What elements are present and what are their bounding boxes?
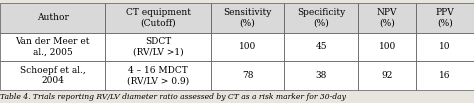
Bar bbox=[358, 61, 416, 90]
Bar bbox=[105, 61, 210, 90]
Text: 4 – 16 MDCT
(RV/LV > 0.9): 4 – 16 MDCT (RV/LV > 0.9) bbox=[127, 66, 189, 85]
Bar bbox=[105, 3, 210, 33]
Bar bbox=[358, 33, 416, 61]
Text: 38: 38 bbox=[316, 71, 327, 80]
Text: 100: 100 bbox=[239, 42, 256, 51]
Text: Table 4. Trials reporting RV/LV diameter ratio assessed by CT as a risk marker f: Table 4. Trials reporting RV/LV diameter… bbox=[0, 93, 346, 101]
Text: SDCT
(RV/LV >1): SDCT (RV/LV >1) bbox=[133, 37, 183, 56]
Text: 16: 16 bbox=[439, 71, 451, 80]
Bar bbox=[0, 61, 105, 90]
Text: Specificity
(%): Specificity (%) bbox=[297, 8, 346, 28]
Text: 78: 78 bbox=[242, 71, 253, 80]
Text: PPV
(%): PPV (%) bbox=[436, 8, 455, 28]
Bar bbox=[210, 61, 284, 90]
Text: 45: 45 bbox=[316, 42, 327, 51]
Bar bbox=[210, 33, 284, 61]
Bar bbox=[105, 33, 210, 61]
Bar bbox=[0, 33, 105, 61]
Text: 100: 100 bbox=[378, 42, 396, 51]
Text: Schoepf et al.,
2004: Schoepf et al., 2004 bbox=[20, 66, 85, 85]
Text: 92: 92 bbox=[382, 71, 393, 80]
Bar bbox=[358, 3, 416, 33]
Text: NPV
(%): NPV (%) bbox=[377, 8, 397, 28]
Text: Sensitivity
(%): Sensitivity (%) bbox=[223, 8, 272, 28]
Text: CT equipment
(Cutoff): CT equipment (Cutoff) bbox=[126, 8, 191, 28]
Text: Van der Meer et
al., 2005: Van der Meer et al., 2005 bbox=[16, 37, 90, 56]
Bar bbox=[284, 33, 358, 61]
Bar bbox=[416, 61, 474, 90]
Bar bbox=[416, 3, 474, 33]
Text: Author: Author bbox=[36, 13, 69, 22]
Bar bbox=[284, 3, 358, 33]
Bar bbox=[0, 3, 105, 33]
Bar bbox=[284, 61, 358, 90]
Bar bbox=[416, 33, 474, 61]
Bar bbox=[210, 3, 284, 33]
Text: 10: 10 bbox=[439, 42, 451, 51]
